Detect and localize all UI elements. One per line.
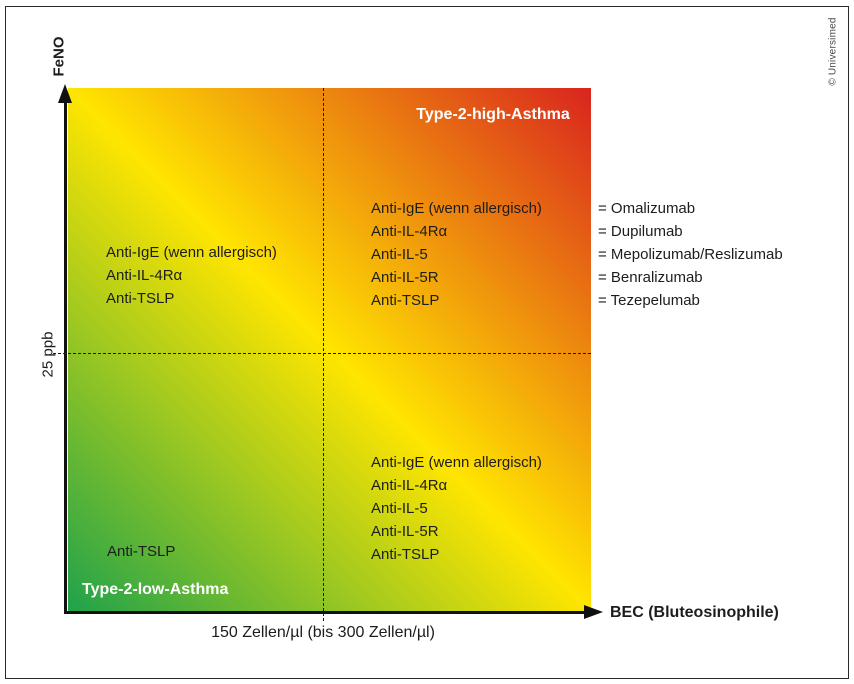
x-axis-line xyxy=(64,611,588,614)
drug-target-item: Anti-IL-5R xyxy=(371,523,439,540)
x-axis-threshold-label: 150 Zellen/µl (bis 300 Zellen/µl) xyxy=(211,624,435,641)
legend-item: = Omalizumab xyxy=(598,200,696,217)
legend-item: = Mepolizumab/Reslizumab xyxy=(598,246,783,263)
y-axis-arrow-icon xyxy=(58,84,72,103)
y-axis-title: FeNO xyxy=(50,36,68,77)
gradient-quadrant-area xyxy=(68,88,591,611)
drug-target-item: Anti-IL-4Rα xyxy=(371,223,448,240)
type-2-low-asthma-label: Type-2-low-Asthma xyxy=(82,581,229,598)
bec-threshold-dashed-line xyxy=(323,88,324,621)
upper-right-quadrant-drug-list: Anti-IgE (wenn allergisch) Anti-IL-4Rα A… xyxy=(371,197,542,312)
biologic-drug-legend: = Omalizumab = Dupilumab = Mepolizumab/R… xyxy=(598,197,783,312)
drug-target-item: Anti-TSLP xyxy=(371,292,440,309)
drug-target-item: Anti-TSLP xyxy=(106,290,175,307)
x-axis-title: BEC (Bluteosinophile) xyxy=(610,604,779,621)
legend-item: = Tezepelumab xyxy=(598,292,700,309)
lower-left-quadrant-drug-list: Anti-TSLP xyxy=(107,540,175,563)
drug-target-item: Anti-IL-4Rα xyxy=(371,477,448,494)
drug-target-item: Anti-IL-5R xyxy=(371,269,439,286)
feno-threshold-dashed-line xyxy=(53,353,591,354)
upper-left-quadrant-drug-list: Anti-IgE (wenn allergisch) Anti-IL-4Rα A… xyxy=(106,241,277,310)
legend-item: = Dupilumab xyxy=(598,223,683,240)
drug-target-item: Anti-IgE (wenn allergisch) xyxy=(106,244,277,261)
figure-border-frame xyxy=(5,6,849,679)
x-axis-arrow-icon xyxy=(584,605,603,619)
copyright-credit: © Universimed xyxy=(827,17,839,86)
lower-right-quadrant-drug-list: Anti-IgE (wenn allergisch) Anti-IL-4Rα A… xyxy=(371,451,542,566)
drug-target-item: Anti-TSLP xyxy=(371,546,440,563)
drug-target-item: Anti-IL-5 xyxy=(371,246,428,263)
drug-target-item: Anti-IgE (wenn allergisch) xyxy=(371,454,542,471)
type-2-high-asthma-label: Type-2-high-Asthma xyxy=(416,106,570,123)
legend-item: = Benralizumab xyxy=(598,269,703,286)
drug-target-item: Anti-IL-5 xyxy=(371,500,428,517)
y-axis-line xyxy=(64,96,67,614)
drug-target-item: Anti-TSLP xyxy=(107,543,176,560)
drug-target-item: Anti-IgE (wenn allergisch) xyxy=(371,200,542,217)
y-axis-threshold-label: 25 ppb xyxy=(39,331,57,378)
drug-target-item: Anti-IL-4Rα xyxy=(106,267,183,284)
